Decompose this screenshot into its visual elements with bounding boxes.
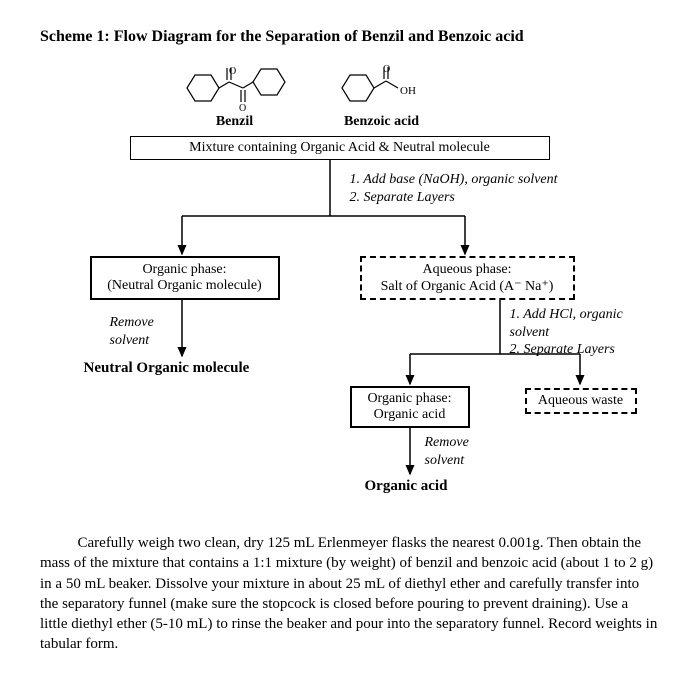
organic-acid-result: Organic acid: [365, 478, 448, 495]
neutral-result: Neutral Organic molecule: [84, 360, 250, 377]
o-label: O: [239, 103, 246, 114]
aqueous-phase-line2: Salt of Organic Acid (A⁻ Na⁺): [381, 278, 554, 295]
mixture-box: Mixture containing Organic Acid & Neutra…: [130, 136, 550, 160]
organic-phase-2-line1: Organic phase:: [367, 391, 451, 407]
benzoic-acid-label: Benzoic acid: [332, 114, 432, 130]
scheme-title: Scheme 1: Flow Diagram for the Separatio…: [40, 28, 659, 46]
flow-diagram: O O O OH Benzil Benzoic acid: [70, 56, 630, 521]
remove-line1: Remove: [110, 314, 154, 332]
o-label: O: [229, 66, 236, 77]
step2-line1: 1. Add HCl, organic solvent: [510, 306, 630, 341]
organic-phase-2-line2: Organic acid: [374, 407, 446, 423]
aqueous-waste-box: Aqueous waste: [525, 388, 637, 414]
organic-phase-1-line2: (Neutral Organic molecule): [107, 278, 261, 294]
instruction-paragraph: Carefully weigh two clean, dry 125 mL Er…: [40, 533, 659, 655]
remove-line2: solvent: [110, 332, 154, 350]
benzil-label: Benzil: [205, 114, 265, 130]
mixture-text: Mixture containing Organic Acid & Neutra…: [189, 140, 490, 156]
aqueous-phase-line1: Aqueous phase:: [422, 262, 511, 278]
aqueous-phase-box: Aqueous phase: Salt of Organic Acid (A⁻ …: [360, 256, 575, 300]
step2-note: 1. Add HCl, organic solvent 2. Separate …: [510, 306, 630, 359]
o-label: O: [383, 64, 390, 75]
remove-solvent-bottom: Remove solvent: [425, 434, 469, 469]
organic-phase-1-line1: Organic phase:: [142, 262, 226, 278]
remove-b-line2: solvent: [425, 452, 469, 470]
aqueous-waste-text: Aqueous waste: [538, 393, 623, 409]
remove-solvent-left: Remove solvent: [110, 314, 154, 349]
organic-phase-1-box: Organic phase: (Neutral Organic molecule…: [90, 256, 280, 300]
step1-note: 1. Add base (NaOH), organic solvent 2. S…: [350, 171, 558, 206]
remove-b-line1: Remove: [425, 434, 469, 452]
organic-phase-2-box: Organic phase: Organic acid: [350, 386, 470, 428]
oh-label: OH: [400, 85, 416, 97]
step2-line2: 2. Separate Layers: [510, 341, 630, 359]
step1-line1: 1. Add base (NaOH), organic solvent: [350, 171, 558, 189]
step1-line2: 2. Separate Layers: [350, 189, 558, 207]
